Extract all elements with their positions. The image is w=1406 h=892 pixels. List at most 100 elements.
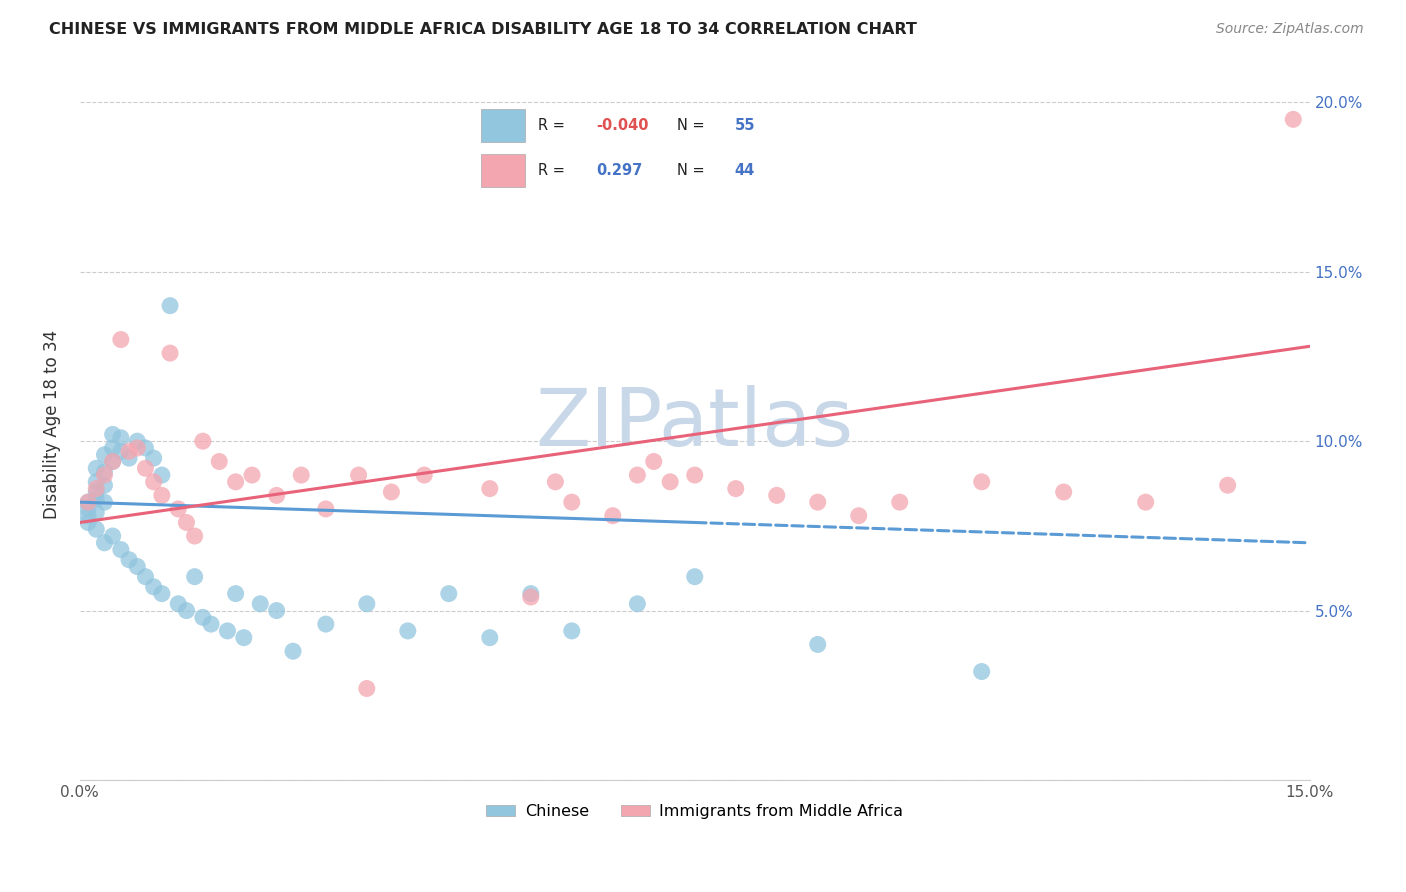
Point — [290, 468, 312, 483]
Point — [84, 461, 107, 475]
Point — [183, 529, 205, 543]
Point — [970, 475, 993, 489]
Point — [77, 502, 100, 516]
Point — [437, 586, 460, 600]
Point — [544, 475, 567, 489]
Point — [281, 644, 304, 658]
Point — [356, 681, 378, 696]
Point — [208, 454, 231, 468]
Point — [167, 502, 190, 516]
Text: ZIPatlas: ZIPatlas — [536, 385, 853, 463]
Point — [159, 299, 181, 313]
Point — [225, 586, 247, 600]
Point — [315, 502, 337, 516]
Point — [93, 448, 115, 462]
Legend: Chinese, Immigrants from Middle Africa: Chinese, Immigrants from Middle Africa — [479, 797, 910, 825]
Point — [84, 505, 107, 519]
Point — [84, 482, 107, 496]
Point — [101, 454, 124, 468]
Point — [77, 495, 100, 509]
Point — [142, 451, 165, 466]
Point — [101, 441, 124, 455]
Point — [520, 586, 543, 600]
Point — [683, 468, 706, 483]
Point — [110, 333, 132, 347]
Point — [478, 631, 501, 645]
Point — [150, 586, 173, 600]
Point — [84, 491, 107, 506]
Point — [77, 508, 100, 523]
Point — [176, 516, 198, 530]
Point — [77, 516, 100, 530]
Point — [356, 597, 378, 611]
Point — [110, 444, 132, 458]
Point — [93, 468, 115, 483]
Point — [266, 603, 288, 617]
Point — [93, 495, 115, 509]
Point — [380, 485, 402, 500]
Point — [134, 461, 156, 475]
Point — [626, 468, 648, 483]
Point — [561, 624, 583, 638]
Point — [478, 482, 501, 496]
Point — [84, 522, 107, 536]
Point — [150, 488, 173, 502]
Point — [110, 431, 132, 445]
Point — [970, 665, 993, 679]
Point — [127, 434, 149, 449]
Point — [232, 631, 254, 645]
Point — [134, 441, 156, 455]
Point — [176, 603, 198, 617]
Point — [413, 468, 436, 483]
Point — [134, 570, 156, 584]
Point — [659, 475, 682, 489]
Point — [217, 624, 239, 638]
Point — [110, 542, 132, 557]
Point — [602, 508, 624, 523]
Point — [683, 570, 706, 584]
Point — [1053, 485, 1076, 500]
Point — [101, 427, 124, 442]
Point — [101, 529, 124, 543]
Point — [807, 495, 830, 509]
Point — [118, 451, 141, 466]
Point — [396, 624, 419, 638]
Point — [142, 475, 165, 489]
Point — [159, 346, 181, 360]
Point — [724, 482, 747, 496]
Point — [84, 485, 107, 500]
Point — [167, 597, 190, 611]
Point — [807, 637, 830, 651]
Point — [765, 488, 787, 502]
Point — [127, 441, 149, 455]
Point — [93, 465, 115, 479]
Point — [183, 570, 205, 584]
Point — [93, 478, 115, 492]
Point — [266, 488, 288, 502]
Point — [200, 617, 222, 632]
Y-axis label: Disability Age 18 to 34: Disability Age 18 to 34 — [44, 330, 60, 519]
Point — [347, 468, 370, 483]
Point — [315, 617, 337, 632]
Point — [142, 580, 165, 594]
Point — [118, 444, 141, 458]
Point — [84, 475, 107, 489]
Point — [127, 559, 149, 574]
Point — [848, 508, 870, 523]
Text: Source: ZipAtlas.com: Source: ZipAtlas.com — [1216, 22, 1364, 37]
Point — [626, 597, 648, 611]
Point — [249, 597, 271, 611]
Text: CHINESE VS IMMIGRANTS FROM MIDDLE AFRICA DISABILITY AGE 18 TO 34 CORRELATION CHA: CHINESE VS IMMIGRANTS FROM MIDDLE AFRICA… — [49, 22, 917, 37]
Point — [643, 454, 665, 468]
Point — [520, 590, 543, 604]
Point — [1216, 478, 1239, 492]
Point — [191, 434, 214, 449]
Point — [240, 468, 263, 483]
Point — [191, 610, 214, 624]
Point — [150, 468, 173, 483]
Point — [77, 495, 100, 509]
Point — [101, 454, 124, 468]
Point — [118, 553, 141, 567]
Point — [93, 536, 115, 550]
Point — [1135, 495, 1157, 509]
